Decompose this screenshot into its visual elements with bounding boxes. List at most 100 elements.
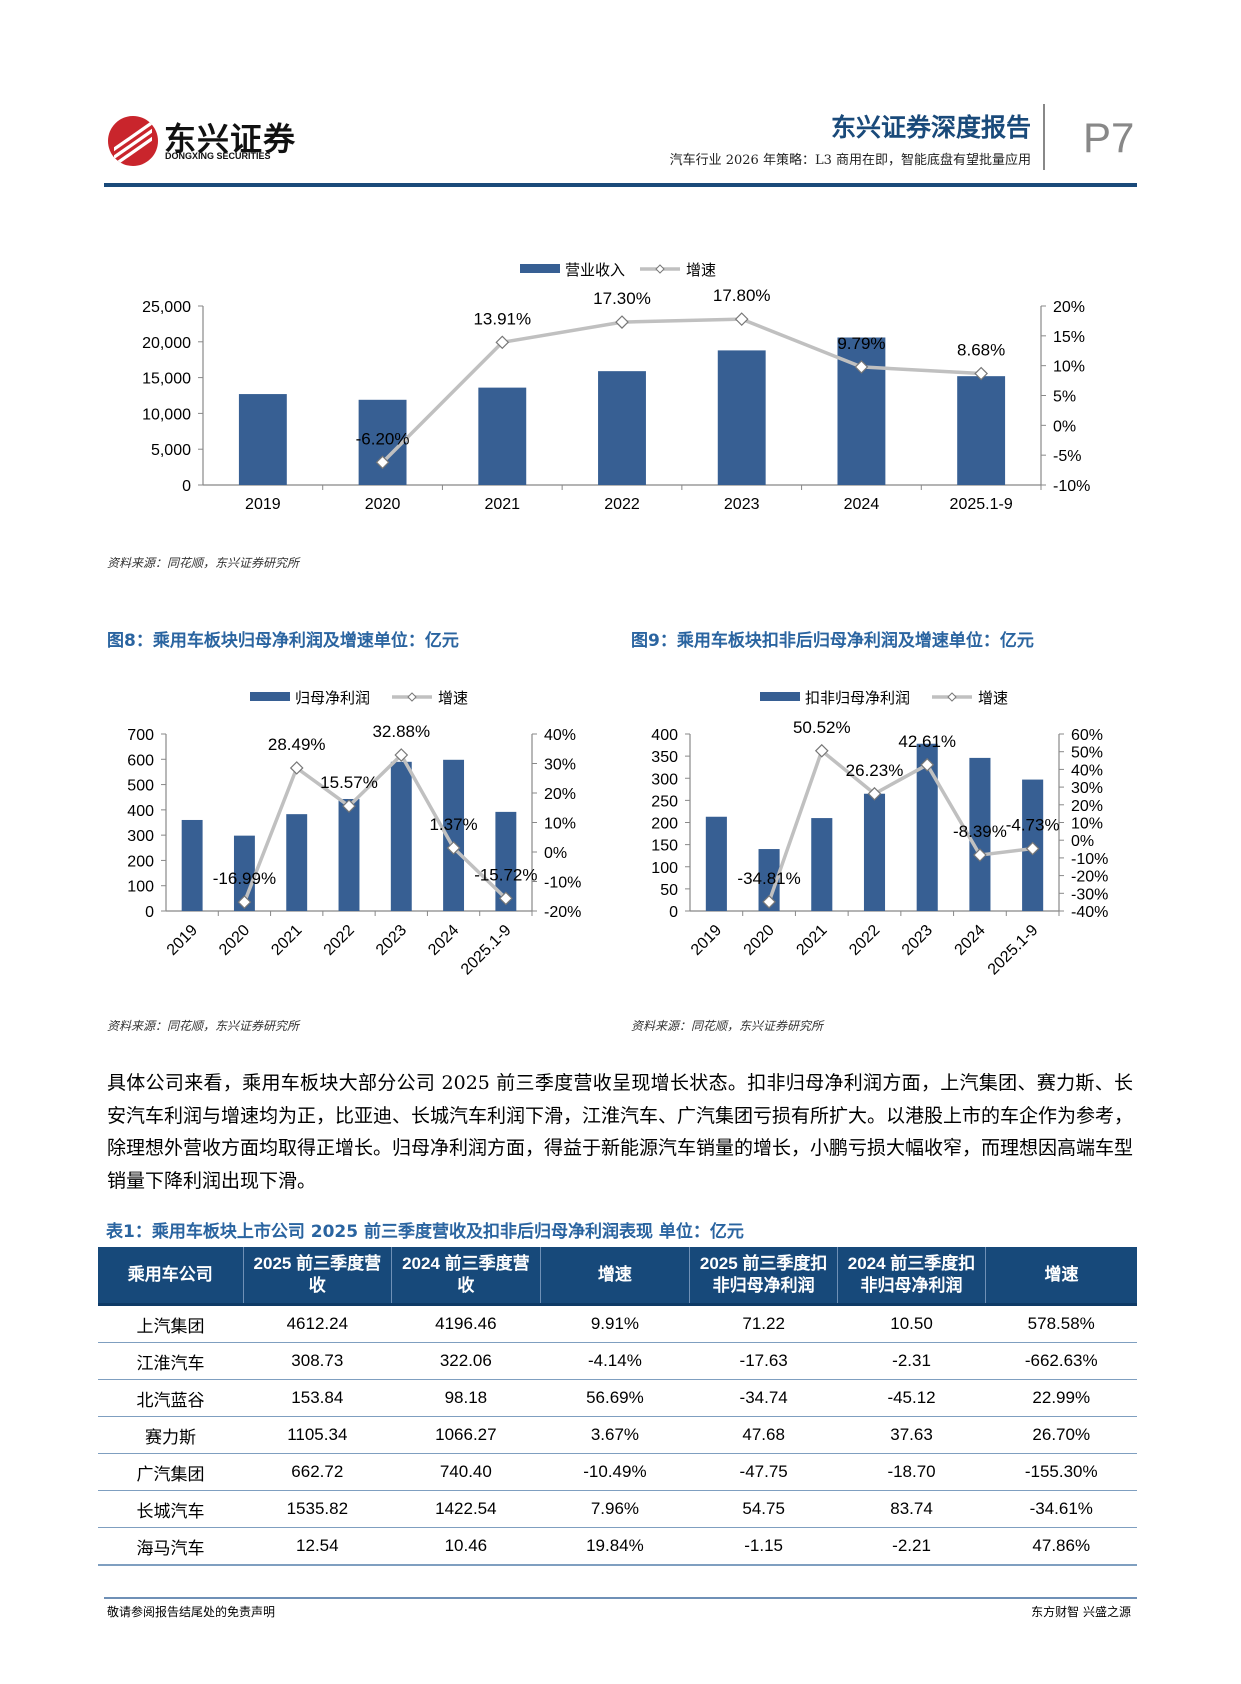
table-cell: 4196.46 bbox=[391, 1304, 541, 1343]
table-cell: -1.15 bbox=[689, 1527, 838, 1566]
growth-marker bbox=[814, 743, 829, 758]
table-row: 北汽蓝谷 153.84 98.18 56.69% -34.74 -45.12 22.99% bbox=[98, 1379, 1137, 1417]
right-tick-label: 40% bbox=[1071, 762, 1103, 779]
right-tick-label: 15% bbox=[1053, 329, 1085, 346]
company-name-cell: 赛力斯 bbox=[98, 1416, 244, 1454]
table-cell: 26.70% bbox=[985, 1416, 1137, 1454]
left-tick-label: 700 bbox=[127, 727, 154, 744]
growth-marker bbox=[499, 891, 513, 906]
left-tick-label: 50 bbox=[660, 882, 678, 899]
right-tick-label: -30% bbox=[1071, 886, 1108, 903]
company-logo-icon bbox=[108, 116, 158, 166]
growth-data-label: 26.23% bbox=[846, 761, 904, 780]
bar bbox=[181, 819, 203, 911]
legend-line-label: 增速 bbox=[438, 690, 468, 707]
legend-diamond-icon bbox=[655, 264, 665, 274]
growth-data-label: 32.88% bbox=[372, 722, 430, 741]
bar bbox=[390, 761, 412, 911]
growth-marker bbox=[342, 799, 356, 813]
x-tick-label: 2019 bbox=[164, 922, 201, 959]
growth-data-label: 9.79% bbox=[837, 334, 885, 353]
table-cell: 83.74 bbox=[837, 1490, 986, 1528]
legend-bar-label: 归母净利润 bbox=[295, 690, 370, 707]
company-name-cell: 北汽蓝谷 bbox=[98, 1379, 244, 1417]
growth-marker bbox=[237, 895, 252, 909]
legend-bar-swatch bbox=[520, 264, 560, 273]
company-table: 乘用车公司 2025 前三季度营收 2024 前三季度营收 增速 2025 前三季度扣非… bbox=[98, 1247, 1137, 1566]
table-cell: 22.99% bbox=[985, 1379, 1137, 1417]
table-cell: 1105.34 bbox=[243, 1416, 392, 1454]
growth-data-label: -4.73% bbox=[1006, 816, 1060, 835]
x-tick-label: 2024 bbox=[952, 922, 989, 959]
table-header-cell: 2025 前三季度扣非归母净利润 bbox=[689, 1247, 839, 1306]
growth-marker bbox=[762, 894, 776, 909]
bar bbox=[358, 399, 407, 485]
table-cell: -155.30% bbox=[985, 1453, 1137, 1491]
bar bbox=[916, 743, 938, 911]
bar bbox=[338, 798, 360, 911]
growth-data-label: 28.49% bbox=[268, 735, 326, 754]
growth-data-label: 8.68% bbox=[957, 341, 1005, 360]
growth-marker bbox=[867, 786, 882, 801]
x-tick-label: 2024 bbox=[425, 922, 462, 959]
company-name-cell: 海马汽车 bbox=[98, 1527, 244, 1566]
bar bbox=[238, 394, 287, 485]
report-title: 东兴证券深度报告 bbox=[830, 113, 1031, 142]
left-tick-label: 300 bbox=[127, 828, 154, 845]
bar bbox=[717, 350, 766, 485]
table-header-row: 乘用车公司 2025 前三季度营收 2024 前三季度营收 增速 2025 前三季度扣非… bbox=[98, 1247, 1137, 1306]
right-tick-label: 30% bbox=[544, 757, 576, 774]
right-tick-label: 50% bbox=[1071, 745, 1103, 762]
x-tick-label: 2025.1-9 bbox=[950, 496, 1013, 513]
table-cell: 3.67% bbox=[540, 1416, 690, 1454]
legend-diamond-icon bbox=[407, 692, 417, 702]
growth-marker bbox=[974, 366, 988, 381]
growth-marker bbox=[289, 761, 304, 775]
table-cell: -18.70 bbox=[837, 1453, 986, 1491]
left-tick-label: 200 bbox=[127, 853, 154, 870]
legend-bar-label: 扣非归母净利润 bbox=[805, 690, 910, 707]
header-divider bbox=[1043, 104, 1045, 170]
left-tick-label: 300 bbox=[651, 771, 678, 788]
company-name-cell: 长城汽车 bbox=[98, 1490, 244, 1528]
left-tick-label: 250 bbox=[651, 793, 678, 810]
table-header-cell: 2024 前三季度扣非归母净利润 bbox=[837, 1247, 986, 1306]
x-tick-label: 2023 bbox=[899, 922, 936, 959]
growth-marker bbox=[973, 848, 987, 862]
left-tick-label: 25,000 bbox=[142, 299, 191, 316]
bar bbox=[495, 811, 517, 911]
x-tick-label: 2025.1-9 bbox=[458, 922, 515, 979]
table-cell: 56.69% bbox=[540, 1379, 690, 1417]
right-tick-label: -5% bbox=[1053, 448, 1081, 465]
x-tick-label: 2022 bbox=[604, 496, 640, 513]
table-body: 上汽集团 4612.24 4196.46 9.91% 71.22 10.50 578.58%… bbox=[98, 1304, 1137, 1566]
right-tick-label: 60% bbox=[1071, 727, 1103, 744]
company-name-cell: 江淮汽车 bbox=[98, 1342, 244, 1380]
growth-data-label: 13.91% bbox=[473, 309, 531, 328]
body-paragraph: 具体公司来看，乘用车板块大部分公司 2025 前三季度营收呈现增长状态。扣非归母… bbox=[107, 1072, 1134, 1192]
right-tick-label: -20% bbox=[1071, 869, 1108, 886]
charts-canvas: 0 5,000 10,000 15,000 20,000 25,000 -10% -5% 0% 5… bbox=[127, 262, 1108, 979]
table-cell: 308.73 bbox=[243, 1342, 392, 1380]
left-tick-label: 0 bbox=[145, 904, 154, 921]
table-cell: 10.50 bbox=[837, 1304, 986, 1343]
left-tick-label: 100 bbox=[651, 860, 678, 877]
growth-marker bbox=[375, 455, 390, 470]
header-rule bbox=[104, 183, 1137, 187]
table-row: 广汽集团 662.72 740.40 -10.49% -47.75 -18.70 -155.… bbox=[98, 1453, 1137, 1491]
right-tick-label: -10% bbox=[544, 875, 581, 892]
right-tick-label: 0% bbox=[1053, 418, 1076, 435]
table-row: 赛力斯 1105.34 1066.27 3.67% 47.68 37.63 26.70% bbox=[98, 1416, 1137, 1454]
table-cell: 10.46 bbox=[391, 1527, 541, 1566]
table-row: 上汽集团 4612.24 4196.46 9.91% 71.22 10.50 578.58% bbox=[98, 1304, 1137, 1343]
legend-bar-swatch bbox=[250, 692, 290, 701]
figure-8-title: 图8：乘用车板块归母净利润及增速单位：亿元 bbox=[107, 631, 459, 651]
table-row: 长城汽车 1535.82 1422.54 7.96% 54.75 83.74 -34.61% bbox=[98, 1490, 1137, 1528]
right-tick-label: -20% bbox=[544, 904, 581, 921]
left-tick-label: 5,000 bbox=[151, 442, 191, 459]
left-tick-label: 0 bbox=[182, 478, 191, 495]
table-cell: 1422.54 bbox=[391, 1490, 541, 1528]
page-number: P7 bbox=[1083, 114, 1135, 161]
x-tick-label: 2020 bbox=[365, 496, 401, 513]
legend-bar-label: 营业收入 bbox=[565, 262, 625, 279]
